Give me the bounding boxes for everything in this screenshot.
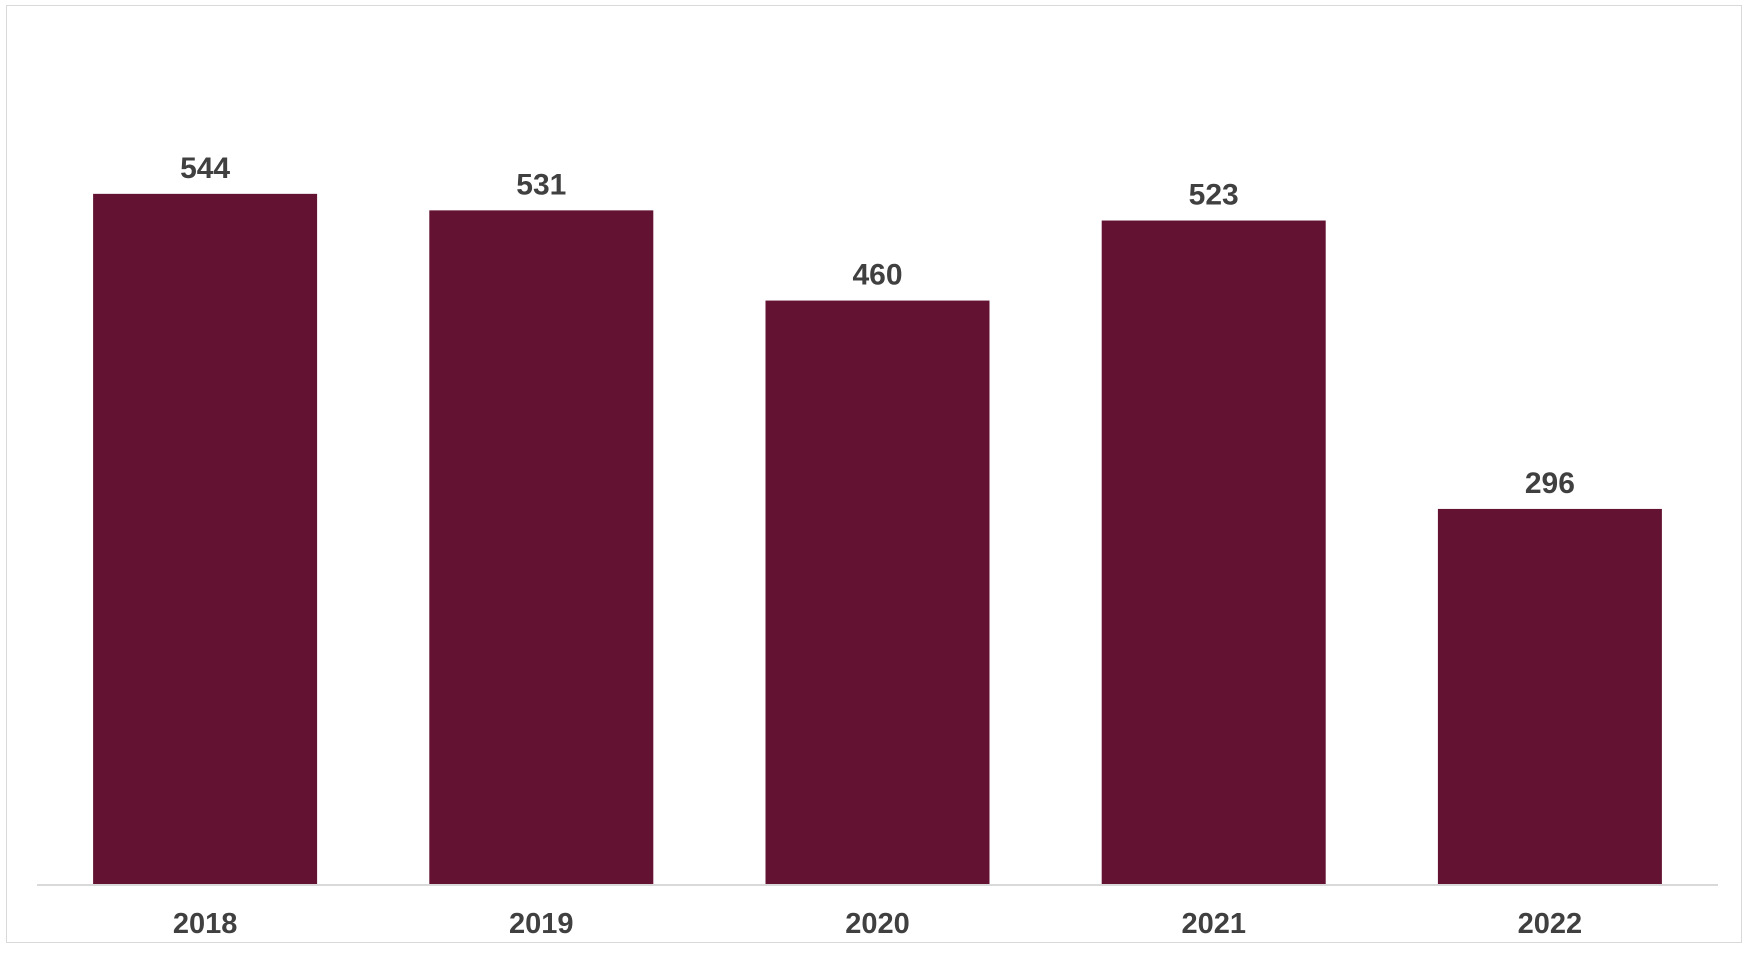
- bar-group: [93, 193, 1662, 885]
- x-tick-label-2020: 2020: [845, 908, 910, 940]
- x-tick-label-2018: 2018: [173, 908, 238, 940]
- bar-2021: [1101, 220, 1326, 885]
- x-tick-label-group: 2018 2019 2020 2021 2022: [173, 908, 1582, 940]
- bar-2022: [1437, 508, 1662, 885]
- data-label-2020: 460: [852, 259, 902, 292]
- value-label-group: 544 531 460 523 296: [180, 152, 1575, 500]
- bar-2020: [765, 300, 990, 885]
- x-tick-label-2021: 2021: [1181, 908, 1246, 940]
- bar-2018: [93, 193, 318, 885]
- data-label-2019: 531: [516, 168, 566, 201]
- bar-2019: [429, 210, 654, 885]
- x-tick-label-2019: 2019: [509, 908, 574, 940]
- data-label-2022: 296: [1525, 467, 1575, 500]
- data-label-2021: 523: [1189, 179, 1239, 212]
- x-tick-label-2022: 2022: [1518, 908, 1583, 940]
- data-label-2018: 544: [180, 152, 230, 185]
